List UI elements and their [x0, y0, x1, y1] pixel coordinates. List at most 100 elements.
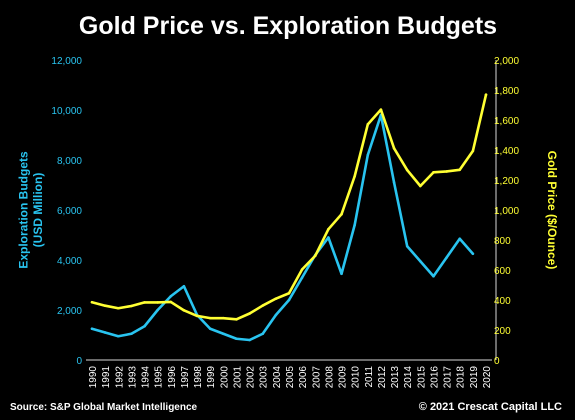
x-tick-label: 2010: [351, 366, 362, 389]
exploration-budget-point: [261, 332, 265, 336]
right-tick-label: 2,000: [494, 56, 519, 67]
x-tick-label: 1990: [88, 366, 99, 389]
x-tick-label: 1995: [154, 366, 165, 389]
x-tick-label: 2002: [246, 366, 257, 389]
gold-price-point: [248, 312, 251, 315]
exploration-budget-point: [392, 181, 396, 184]
x-tick-label: 1993: [127, 366, 138, 389]
left-tick-label: 2,000: [57, 306, 82, 317]
x-tick-label: 2020: [482, 366, 493, 389]
exploration-budget-point: [103, 331, 107, 334]
x-tick-label: 1996: [167, 366, 178, 389]
gold-price-point: [392, 147, 396, 150]
right-tick-label: 800: [494, 236, 511, 247]
right-tick-label: 0: [494, 356, 500, 367]
gold-price-point: [300, 268, 304, 271]
right-tick-label: 600: [494, 266, 511, 277]
exploration-budget-point: [235, 337, 238, 341]
gold-price-point: [143, 301, 146, 304]
gold-price-point: [432, 171, 435, 174]
exploration-budget-point: [432, 274, 435, 278]
copyright-note: © 2021 Crescat Capital LLC: [419, 401, 562, 413]
exploration-budget-point: [419, 259, 422, 263]
x-tick-label: 2000: [219, 366, 230, 389]
gold-price-point: [235, 318, 238, 321]
right-tick-label: 1,400: [494, 146, 519, 157]
x-tick-label: 1994: [141, 366, 152, 389]
x-tick-label: 2009: [338, 366, 349, 389]
right-axis: 0 200 400 600 800 1,000 1,200 1,400 1,600 1,800 2,…: [494, 56, 519, 367]
exploration-budget-point: [156, 308, 159, 312]
left-axis-label-line: (USD Million): [31, 173, 45, 248]
exploration-budget-point: [208, 327, 212, 331]
x-tick-label: 1997: [180, 366, 191, 389]
gold-price-point: [340, 212, 343, 216]
right-tick-label: 400: [494, 296, 511, 307]
x-tick-label: 2008: [324, 366, 335, 389]
x-tick-label: 2013: [390, 366, 401, 389]
gold-price-point: [182, 309, 186, 312]
gold-price-point: [116, 306, 120, 310]
left-tick-label: 10,000: [51, 106, 82, 117]
exploration-budget-point: [471, 252, 475, 256]
gold-price-point: [156, 301, 159, 304]
gold-price-point: [274, 297, 278, 300]
right-axis-label: Gold Price ($/Ounce): [545, 151, 559, 270]
exploration-budget-point: [353, 223, 356, 227]
x-tick-label: 2005: [285, 366, 296, 389]
exploration-budget-point: [182, 284, 186, 288]
source-note: Source: S&P Global Market Intelligence: [10, 402, 198, 413]
series-layer: [90, 93, 488, 342]
x-tick-label: 1999: [206, 366, 217, 389]
gold-price-point: [379, 108, 383, 111]
right-tick-label: 200: [494, 326, 511, 337]
exploration-budget-point: [458, 237, 462, 241]
x-tick-label: 2004: [272, 366, 283, 389]
x-tick-label: 2003: [259, 366, 270, 389]
exploration-budget-point: [143, 324, 146, 328]
x-axis: 1990 1991 1992 1993 1994 1995 1996 1997 1998 1999…: [86, 359, 493, 389]
exploration-budget-point: [169, 294, 173, 298]
exploration-budget-point: [130, 332, 133, 336]
x-tick-label: 2018: [456, 366, 467, 389]
x-tick-label: 2019: [469, 366, 480, 389]
right-tick-label: 1,000: [494, 206, 519, 217]
exploration-budget-point: [366, 153, 370, 157]
exploration-budget-point: [405, 244, 409, 248]
exploration-budget-point: [445, 256, 448, 259]
exploration-budget-point: [248, 338, 251, 342]
left-tick-label: 4,000: [57, 256, 82, 267]
x-tick-label: 1992: [114, 366, 125, 389]
x-tick-label: 2015: [416, 366, 427, 389]
gold-price-point: [222, 316, 225, 320]
left-axis: 0 2,000 4,000 6,000 8,000 10,000 12,000: [51, 56, 82, 367]
exploration-budget-line: [90, 113, 475, 342]
gold-price-point: [313, 254, 317, 258]
gold-price-point: [90, 300, 94, 304]
x-tick-label: 1998: [193, 366, 204, 389]
exploration-budget-point: [222, 332, 225, 336]
exploration-budget-point: [300, 276, 304, 279]
exploration-budget-point: [287, 298, 291, 302]
chart-title: Gold Price vs. Exploration Budgets: [79, 12, 497, 40]
gold-price-point: [458, 168, 462, 172]
x-tick-label: 2007: [311, 366, 322, 389]
gold-price-point: [419, 184, 422, 188]
x-tick-label: 2014: [403, 366, 414, 389]
gold-price-point: [195, 314, 199, 318]
left-tick-label: 0: [76, 356, 82, 367]
x-tick-label: 2012: [377, 366, 388, 389]
gold-price-point: [287, 291, 291, 295]
x-tick-label: 1991: [101, 366, 112, 389]
right-tick-label: 1,800: [494, 86, 519, 97]
exploration-budget-point: [90, 327, 94, 331]
exploration-budget-point: [340, 272, 343, 276]
gold-price-point: [327, 227, 330, 231]
left-axis-label-line: Exploration Budgets: [17, 151, 31, 269]
gold-price-point: [169, 300, 173, 304]
gold-price-point: [130, 304, 133, 308]
exploration-budget-point: [327, 236, 330, 239]
gold-price-point: [471, 149, 475, 153]
x-tick-label: 2016: [429, 366, 440, 389]
exploration-budget-point: [274, 313, 278, 317]
